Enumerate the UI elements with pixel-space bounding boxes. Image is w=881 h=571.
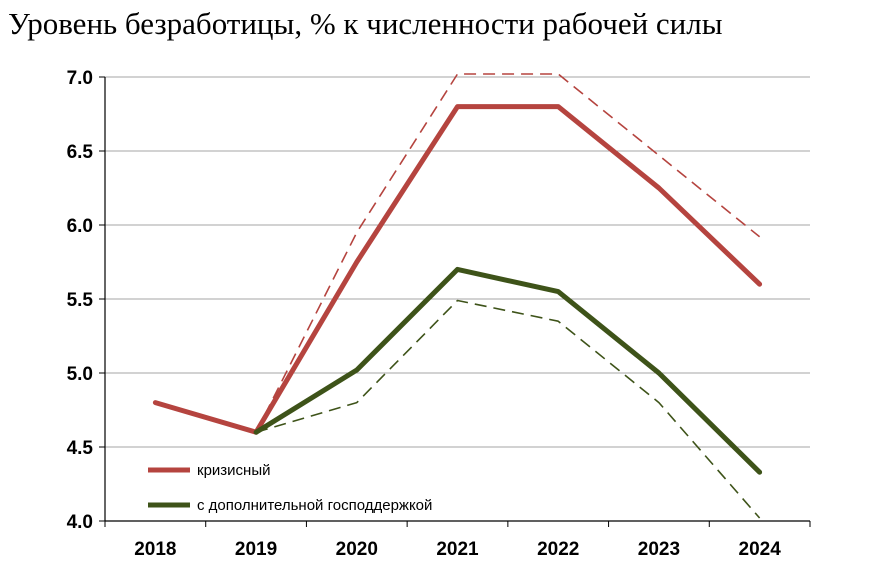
x-tick-label: 2024 <box>739 539 782 560</box>
legend-label: кризисный <box>197 462 270 479</box>
x-tick-label: 2018 <box>134 539 176 560</box>
x-tick-label: 2022 <box>537 539 579 560</box>
y-tick-label: 5.5 <box>67 290 94 311</box>
x-tick-label: 2023 <box>638 539 680 560</box>
chart-title: Уровень безработицы, % к численности раб… <box>8 6 723 41</box>
gridlines <box>105 76 810 448</box>
series-line-1 <box>253 266 763 475</box>
y-tick-label: 7.0 <box>67 68 93 89</box>
y-tick-label: 4.5 <box>67 438 94 459</box>
series-lines <box>152 73 763 519</box>
x-tick-label: 2021 <box>436 539 479 560</box>
axes: 7.0 6.5 6.0 5.5 5.0 4.5 4.0 2018 2019 2020 2021 202… <box>67 68 811 560</box>
y-tick-label: 6.0 <box>67 216 93 237</box>
y-tick-label: 4.0 <box>67 512 93 533</box>
x-tick-label: 2019 <box>235 539 277 560</box>
y-tick-label: 6.5 <box>67 142 94 163</box>
legend: кризисный с дополнительной господдержкой <box>148 462 432 514</box>
series-line-dashed-3 <box>255 299 761 519</box>
x-tick-label: 2020 <box>336 539 378 560</box>
y-tick-label: 5.0 <box>67 364 93 385</box>
legend-label: с дополнительной господдержкой <box>197 497 432 514</box>
series-line-dashed-2 <box>255 73 761 433</box>
